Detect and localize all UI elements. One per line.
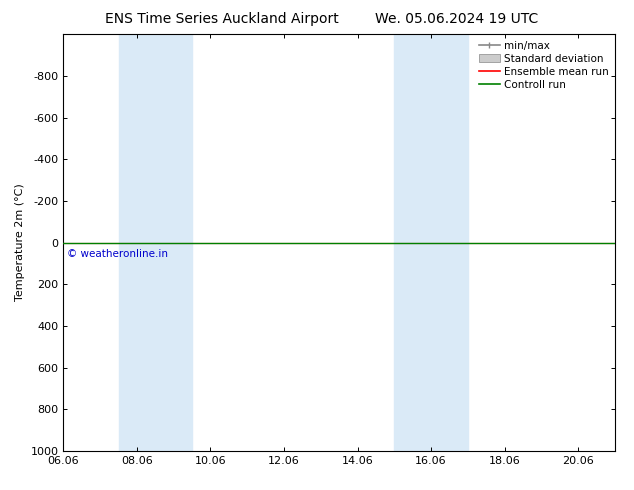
Text: © weatheronline.in: © weatheronline.in (67, 249, 168, 259)
Text: We. 05.06.2024 19 UTC: We. 05.06.2024 19 UTC (375, 12, 538, 26)
Y-axis label: Temperature 2m (°C): Temperature 2m (°C) (15, 184, 25, 301)
Bar (394, 34, 468, 451)
Legend: min/max, Standard deviation, Ensemble mean run, Controll run: min/max, Standard deviation, Ensemble me… (475, 36, 613, 94)
Bar (119, 34, 192, 451)
Text: ENS Time Series Auckland Airport: ENS Time Series Auckland Airport (105, 12, 339, 26)
